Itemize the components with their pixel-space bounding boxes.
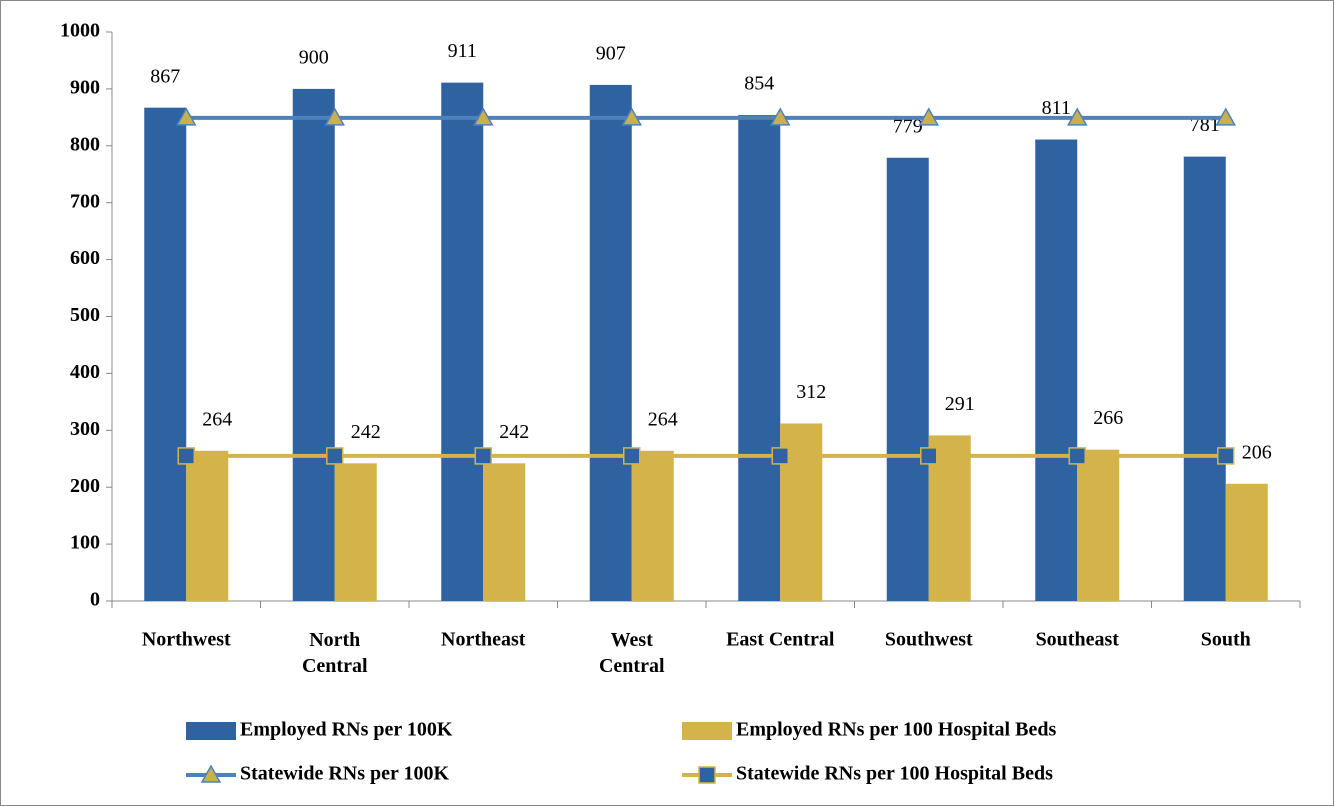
x-tick-label: Southeast <box>1036 629 1120 651</box>
data-label: 264 <box>648 408 678 430</box>
x-tick-label: Southwest <box>885 629 973 651</box>
data-label: 242 <box>499 421 529 443</box>
bar <box>292 88 335 601</box>
line-marker <box>918 107 940 126</box>
line-marker <box>1068 447 1086 465</box>
y-tick-label: 900 <box>70 76 100 98</box>
data-label: 907 <box>596 43 626 65</box>
y-tick-label: 500 <box>70 304 100 326</box>
line-marker <box>177 447 195 465</box>
legend-swatch <box>682 722 732 740</box>
data-label: 867 <box>150 65 180 87</box>
line-marker <box>621 107 643 126</box>
bar <box>1183 156 1226 601</box>
bar <box>589 84 632 602</box>
line-marker <box>920 447 938 465</box>
x-tick-label: Northwest <box>142 629 231 651</box>
bar <box>631 450 674 601</box>
data-label: 291 <box>945 393 975 415</box>
legend-label: Statewide RNs per 100K <box>240 763 450 785</box>
x-tick-label: North Central <box>302 629 368 677</box>
legend-label: Statewide RNs per 100 Hospital Beds <box>736 763 1053 785</box>
data-label: 854 <box>744 73 774 95</box>
y-tick-label: 100 <box>70 532 100 554</box>
data-label: 206 <box>1242 441 1272 463</box>
y-tick-label: 400 <box>70 361 100 383</box>
x-tick-label: East Central <box>726 629 835 651</box>
line-marker <box>1066 107 1088 126</box>
x-tick-label: South <box>1201 629 1251 651</box>
line-marker <box>623 447 641 465</box>
y-tick-label: 0 <box>90 589 100 611</box>
legend-label: Employed RNs per 100 Hospital Beds <box>736 719 1056 741</box>
data-label: 811 <box>1042 97 1071 119</box>
line-marker <box>771 447 789 465</box>
data-label: 266 <box>1093 407 1123 429</box>
bar <box>483 463 526 601</box>
y-tick-label: 1000 <box>60 20 100 42</box>
y-tick-label: 300 <box>70 418 100 440</box>
x-tick-label: West Central <box>599 629 665 677</box>
bar <box>738 115 781 601</box>
data-label: 264 <box>202 408 232 430</box>
line-marker <box>324 107 346 126</box>
bar <box>441 82 484 602</box>
bar <box>886 157 929 601</box>
data-label: 911 <box>448 40 477 62</box>
bar <box>1035 139 1078 601</box>
legend-marker <box>698 766 716 784</box>
x-tick-label: Northeast <box>441 629 526 651</box>
data-label: 312 <box>796 381 826 403</box>
bar <box>186 450 229 601</box>
y-tick-label: 600 <box>70 247 100 269</box>
bar <box>334 463 377 601</box>
line-marker <box>769 107 791 126</box>
line-marker <box>1217 447 1235 465</box>
y-tick-label: 700 <box>70 190 100 212</box>
line-marker <box>1215 107 1237 126</box>
line-marker <box>175 107 197 126</box>
bar <box>1225 483 1268 601</box>
line-marker <box>474 447 492 465</box>
line-marker <box>472 107 494 126</box>
data-label: 900 <box>299 46 329 68</box>
data-label: 779 <box>893 115 923 137</box>
legend-swatch <box>186 722 236 740</box>
y-tick-label: 200 <box>70 475 100 497</box>
bar <box>144 107 187 601</box>
legend-marker <box>200 764 222 783</box>
line-marker <box>326 447 344 465</box>
bar <box>1077 449 1120 601</box>
y-tick-label: 800 <box>70 133 100 155</box>
legend-label: Employed RNs per 100K <box>240 719 453 741</box>
data-label: 242 <box>351 421 381 443</box>
